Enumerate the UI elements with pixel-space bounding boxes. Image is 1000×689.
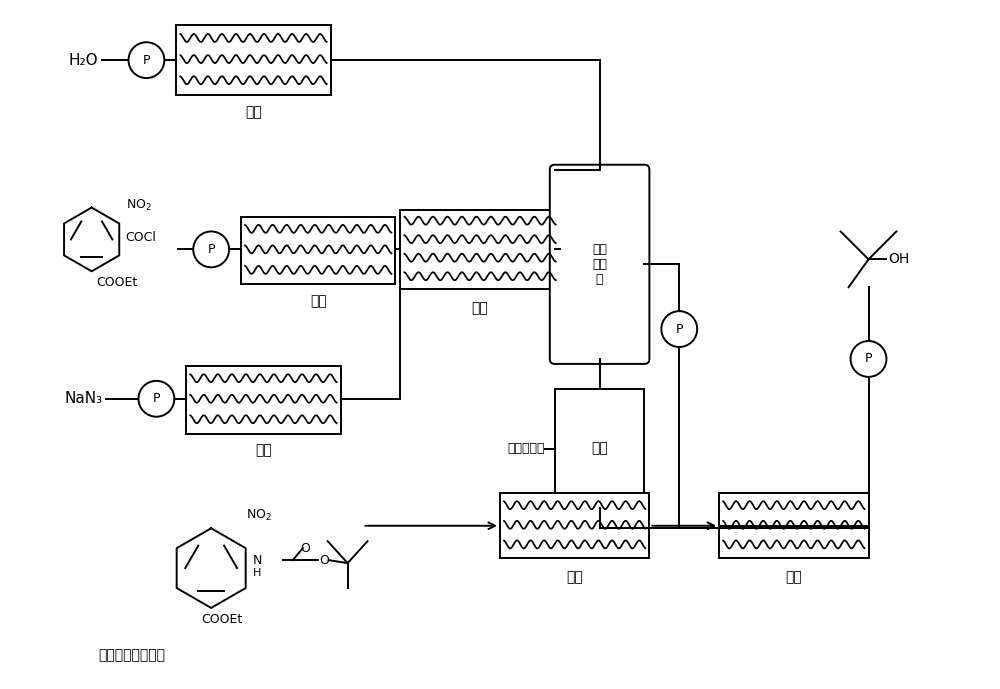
Text: 混合: 混合 [785,570,802,584]
Text: COOEt: COOEt [201,613,242,626]
Circle shape [851,341,886,377]
Text: P: P [207,243,215,256]
Text: N: N [253,554,262,566]
Bar [176,25,331,95]
FancyBboxPatch shape [550,165,649,364]
Bar [186,366,341,433]
Text: P: P [143,54,150,67]
Circle shape [661,311,697,347]
Text: 水层: 水层 [591,442,608,455]
Text: NaN₃: NaN₃ [65,391,103,407]
Circle shape [129,42,164,78]
Text: 预冷: 预冷 [245,105,262,119]
Bar [500,493,649,558]
Text: 连续
离分
器: 连续 离分 器 [592,243,607,286]
Text: 反应: 反应 [472,301,488,315]
Text: COOEt: COOEt [97,276,138,289]
Text: 预冷: 预冷 [255,444,272,457]
Text: NO$_2$: NO$_2$ [246,508,272,523]
Bar [719,493,869,558]
Text: NO$_2$: NO$_2$ [126,198,151,212]
Text: 去废水系统: 去废水系统 [507,442,545,455]
Bar [555,389,644,508]
Bar [400,209,560,289]
Text: 反应: 反应 [566,570,583,584]
Bar [241,216,395,285]
Text: 预冷: 预冷 [310,294,327,308]
Text: COCl: COCl [126,231,156,244]
Text: H: H [253,568,261,578]
Text: O: O [320,554,330,566]
Text: P: P [676,322,683,336]
Text: P: P [153,392,160,405]
Circle shape [138,381,174,417]
Text: 坑地沙坦酯重排物: 坑地沙坦酯重排物 [98,648,165,661]
Text: P: P [865,353,872,365]
Circle shape [193,232,229,267]
Text: O: O [300,542,310,555]
Text: OH: OH [888,252,910,267]
Text: H₂O: H₂O [69,52,98,68]
